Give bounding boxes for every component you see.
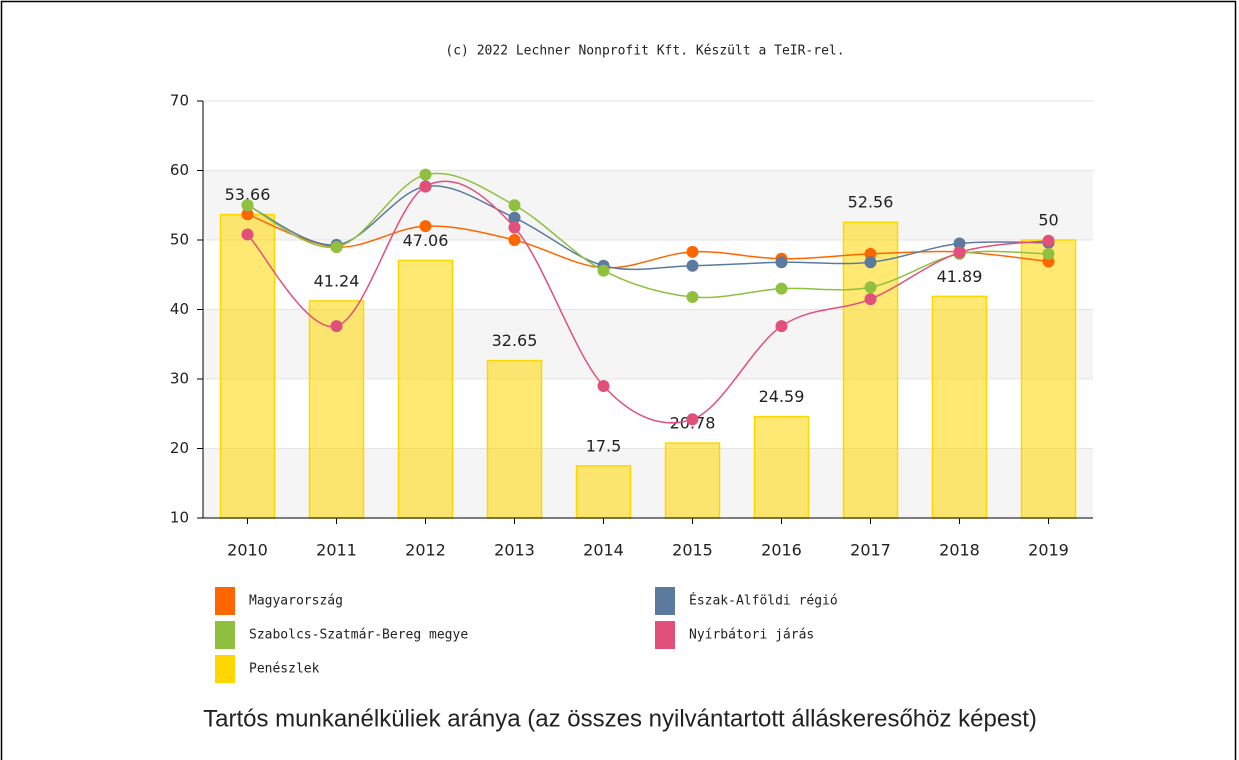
bar: [397, 259, 454, 519]
legend-label: Penészlek: [249, 662, 320, 677]
point: [508, 199, 521, 212]
x-tick-label: 2014: [583, 541, 624, 560]
value-label: 53.66: [225, 185, 271, 204]
point: [241, 208, 254, 221]
point: [508, 221, 521, 234]
point: [419, 180, 432, 193]
y-tick-label: 50: [170, 231, 189, 249]
point: [953, 237, 966, 250]
legend-swatch: [215, 655, 235, 683]
bar: [308, 300, 365, 519]
point: [330, 320, 343, 333]
value-label: 17.5: [586, 436, 622, 455]
legend-swatch: [215, 621, 235, 649]
legend-label: Szabolcs-Szatmár-Bereg megye: [249, 628, 468, 643]
bar: [931, 295, 988, 519]
point: [953, 246, 966, 259]
value-label: 47.06: [403, 231, 449, 250]
value-label: 41.89: [937, 267, 983, 286]
point: [686, 413, 699, 426]
bar: [753, 415, 810, 519]
value-label: 32.65: [492, 331, 538, 350]
point: [1042, 247, 1055, 260]
y-tick-label: 40: [170, 300, 189, 318]
y-tick-label: 20: [170, 439, 189, 457]
point: [508, 211, 521, 224]
legend-label: Nyírbátori járás: [689, 628, 814, 643]
x-tick-label: 2011: [316, 541, 357, 560]
x-tick-label: 2012: [405, 541, 446, 560]
point: [419, 168, 432, 181]
x-tick-label: 2018: [939, 541, 980, 560]
y-tick-label: 60: [170, 161, 189, 179]
point: [241, 228, 254, 241]
bar: [1020, 239, 1077, 519]
y-tick-label: 70: [170, 92, 189, 110]
x-tick-label: 2016: [761, 541, 802, 560]
point: [686, 259, 699, 272]
value-label: 24.59: [759, 387, 805, 406]
line: [246, 180, 1049, 424]
point: [330, 240, 343, 253]
line: [247, 213, 1049, 269]
bar: [664, 442, 721, 519]
point: [419, 220, 432, 233]
value-label: 41.24: [314, 271, 360, 290]
legend-label: Magyarország: [249, 594, 343, 609]
x-tick-label: 2010: [227, 541, 268, 560]
legend-swatch: [655, 621, 675, 649]
line: [247, 185, 1049, 271]
point: [864, 256, 877, 269]
point: [686, 290, 699, 303]
x-tick-label: 2013: [494, 541, 535, 560]
bar: [575, 465, 632, 519]
line: [247, 172, 1049, 299]
legend-swatch: [655, 587, 675, 615]
point: [864, 293, 877, 306]
x-tick-label: 2017: [850, 541, 891, 560]
y-tick-label: 10: [170, 509, 189, 527]
point: [1042, 234, 1055, 247]
point: [775, 320, 788, 333]
legend-label: Észak-Alföldi régió: [689, 593, 838, 609]
point: [775, 256, 788, 269]
point: [597, 264, 610, 277]
point: [864, 247, 877, 260]
chart-title: Tartós munkanélküliek aránya (az összes …: [203, 705, 1037, 732]
plot-band: [203, 170, 1093, 240]
credit: (c) 2022 Lechner Nonprofit Kft. Készült …: [445, 44, 844, 59]
legend-swatch: [215, 587, 235, 615]
point: [241, 199, 254, 212]
value-label: 52.56: [848, 193, 894, 212]
bar: [486, 359, 543, 519]
bar: [219, 213, 276, 519]
x-tick-label: 2015: [672, 541, 713, 560]
point: [864, 281, 877, 294]
bar: [842, 221, 899, 519]
point: [686, 245, 699, 258]
point: [508, 234, 521, 246]
point: [775, 282, 788, 295]
value-label: 50: [1038, 211, 1058, 230]
x-tick-label: 2019: [1028, 541, 1069, 560]
point: [597, 379, 610, 392]
y-tick-label: 30: [170, 370, 189, 388]
